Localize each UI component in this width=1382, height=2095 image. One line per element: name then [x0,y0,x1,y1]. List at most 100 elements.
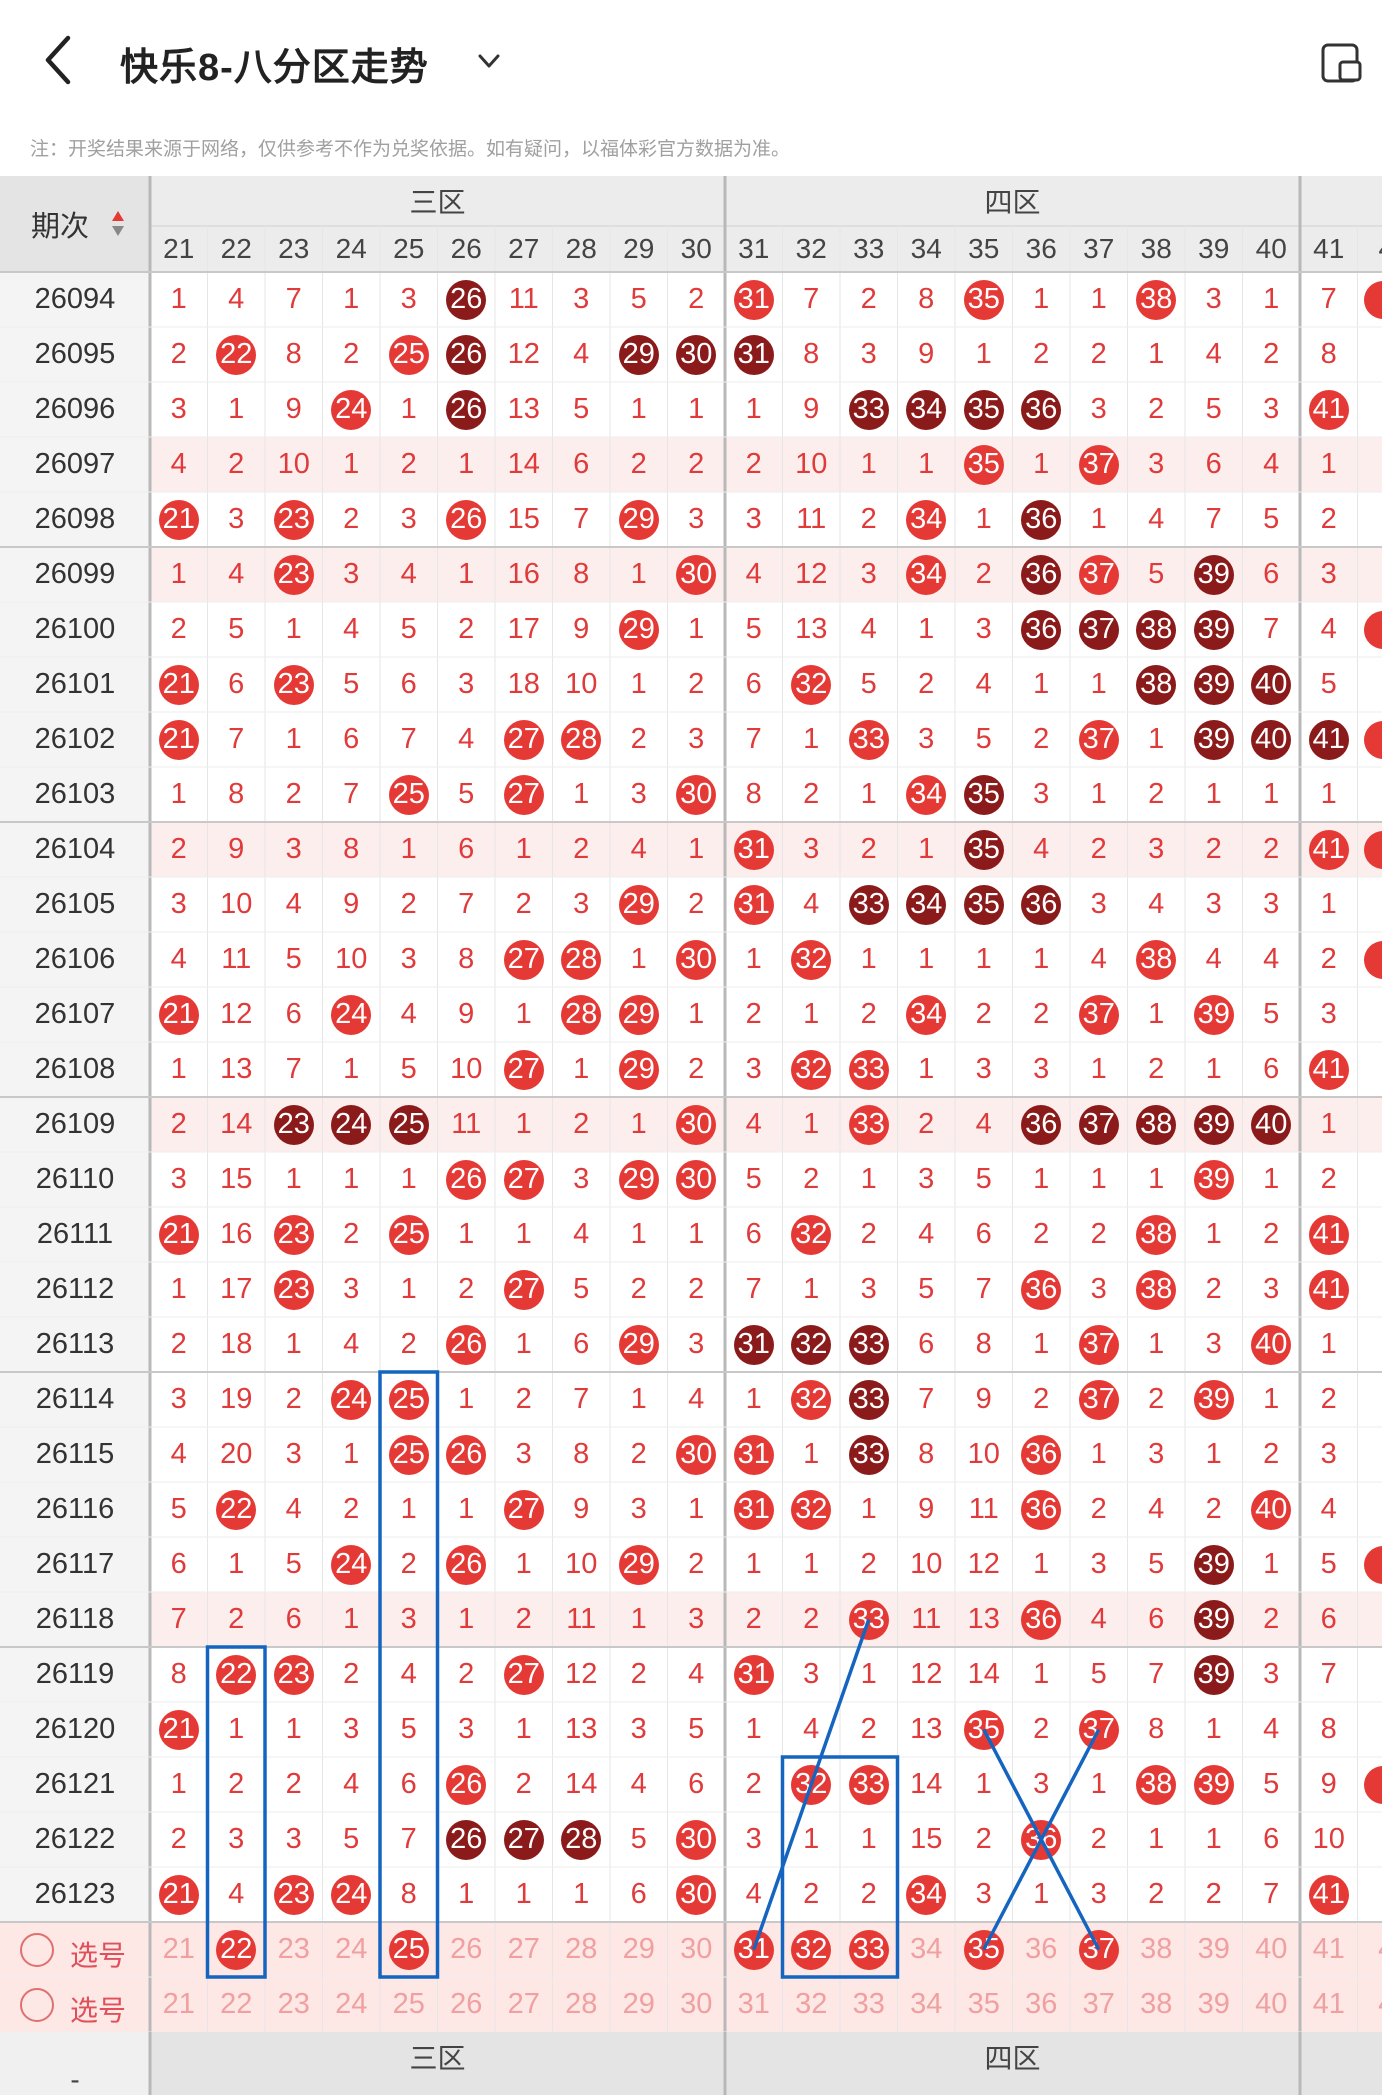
miss-count: 3 [1090,1273,1107,1305]
selectable-number[interactable]: 27 [507,1933,540,1965]
select-label[interactable]: 选号 [70,1940,127,1971]
selectable-number[interactable]: 4 [1358,1922,1382,1977]
selectable-number[interactable]: 31 [737,1988,770,2020]
selectable-number[interactable]: 30 [680,1988,713,2020]
selectable-number[interactable]: 22 [220,1988,253,2020]
miss-count: 1 [400,1273,417,1305]
miss-count: 2 [1148,1053,1165,1085]
number-ball: 35 [963,829,1004,870]
selectable-number[interactable]: 36 [1025,1988,1058,2020]
miss-count: 3 [1263,1273,1280,1305]
sort-icon[interactable] [110,209,126,239]
selectable-number[interactable]: 40 [1255,1988,1288,2020]
miss-count: 1 [860,1163,877,1195]
select-radio[interactable] [20,1988,54,2022]
selectable-number[interactable]: 34 [910,1933,943,1965]
selectable-number[interactable]: 36 [1025,1933,1058,1965]
tablet-mode-icon[interactable] [1318,40,1364,86]
miss-count: 1 [515,1713,532,1745]
miss-count: 10 [565,1548,598,1580]
miss-count: 3 [285,833,302,865]
selectable-number[interactable]: 33 [852,1988,885,2020]
number-ball: 31 [733,829,774,870]
miss-count: 1 [688,833,705,865]
selectable-number[interactable]: 29 [622,1933,655,1965]
miss-count: 19 [220,1383,253,1415]
number-ball: 40 [1251,664,1292,705]
selectable-number[interactable]: 35 [967,1988,1000,2020]
selectable-number[interactable]: 38 [1140,1988,1173,2020]
selectable-number[interactable]: 40 [1255,1933,1288,1965]
selectable-number[interactable]: 21 [162,1988,195,2020]
miss-count: 1 [745,943,762,975]
selectable-number[interactable]: 39 [1197,1933,1230,1965]
miss-count: 3 [860,338,877,370]
selectable-number[interactable]: 23 [277,1988,310,2020]
miss-count: 2 [1320,503,1337,535]
selectable-number[interactable]: 30 [680,1933,713,1965]
miss-count: 13 [910,1713,943,1745]
miss-count: 6 [1263,1053,1280,1085]
period-number: 26105 [34,888,116,920]
footer-bg [0,2032,1382,2095]
selectable-number[interactable]: 26 [450,1988,483,2020]
number-ball-cut [1363,1766,1382,1804]
miss-count: 4 [745,1878,762,1910]
selectable-number[interactable]: 38 [1140,1933,1173,1965]
selectable-number[interactable]: 28 [565,1933,598,1965]
selectable-number[interactable]: 21 [162,1933,195,1965]
period-cell-bg [0,1097,150,1152]
miss-count: 12 [795,558,828,590]
selectable-number[interactable]: 34 [910,1988,943,2020]
miss-count: 1 [458,1493,475,1525]
chevron-down-icon[interactable] [474,46,504,76]
number-ball: 38 [1136,279,1177,320]
selectable-number[interactable]: 24 [335,1988,368,2020]
miss-count: 10 [565,668,598,700]
selectable-number[interactable]: 39 [1197,1988,1230,2020]
selectable-number[interactable]: 29 [622,1988,655,2020]
miss-count: 2 [745,998,762,1030]
selectable-number[interactable]: 26 [450,1933,483,1965]
miss-count: 7 [170,1603,187,1635]
column-header-40: 40 [1255,233,1287,264]
miss-count: 6 [228,668,245,700]
miss-count: 1 [1090,668,1107,700]
number-ball: 35 [963,444,1004,485]
selectable-number[interactable]: 28 [565,1988,598,2020]
miss-count: 7 [228,723,245,755]
selectable-number[interactable]: 25 [392,1988,425,2020]
period-number: 26110 [35,1163,115,1195]
select-label[interactable]: 选号 [70,1995,127,2026]
selected-number-ball[interactable]: 25 [388,1929,429,1970]
selected-number-ball[interactable]: 31 [733,1929,774,1970]
disclaimer-note: 注：开奖结果来源于网络，仅供参考不作为兑奖依据。如有疑问，以福体彩官方数据为准。 [30,139,791,160]
number-ball: 37 [1078,1709,1119,1750]
miss-count: 1 [228,1548,245,1580]
selectable-number[interactable]: 32 [795,1988,828,2020]
page-title[interactable]: 快乐8-八分区走势 [120,47,429,89]
selectable-number[interactable]: 24 [335,1933,368,1965]
miss-count: 1 [1205,1053,1222,1085]
selectable-number[interactable]: 37 [1082,1988,1115,2020]
miss-count: 2 [170,1108,187,1140]
selected-number-ball[interactable]: 32 [791,1929,832,1970]
miss-count: 2 [1320,1163,1337,1195]
miss-count: 11 [968,1493,999,1525]
number-ball: 32 [791,1324,832,1365]
selectable-number[interactable]: 41 [1312,1933,1345,1965]
back-arrow-icon[interactable] [40,30,80,90]
selected-number-ball[interactable]: 22 [216,1929,257,1970]
miss-count: 3 [458,1713,475,1745]
miss-count: 6 [573,1328,590,1360]
select-radio[interactable] [20,1933,54,1967]
number-ball: 41 [1308,1874,1349,1915]
selectable-number[interactable]: 41 [1312,1988,1345,2020]
selectable-number[interactable]: 23 [277,1933,310,1965]
selected-number-ball[interactable]: 33 [848,1929,889,1970]
miss-count: 1 [1148,723,1165,755]
miss-count: 1 [1148,998,1165,1030]
selectable-number[interactable]: 27 [507,1988,540,2020]
selectable-number[interactable]: 4 [1358,1977,1382,2032]
miss-count: 6 [745,668,762,700]
